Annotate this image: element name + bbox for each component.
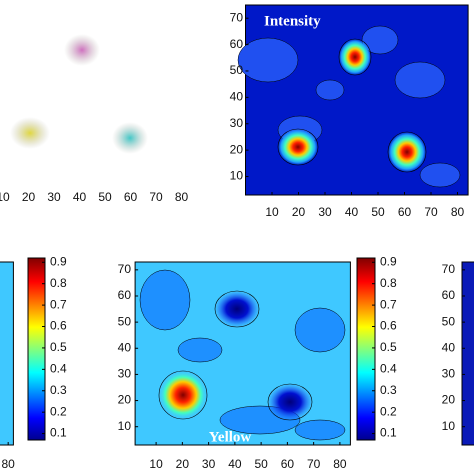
hot-spot (158, 370, 208, 420)
contour-patch (361, 25, 399, 55)
x-tick-label: 10 (149, 457, 163, 471)
contour-patch (294, 307, 346, 353)
x-tick-label: 80 (1, 457, 15, 471)
x-tick-label: 80 (333, 457, 347, 471)
y-tick-label: 30 (230, 116, 244, 130)
y-tick-label: 10 (230, 169, 244, 183)
y-tick-label: 60 (230, 37, 244, 51)
colorbar-tick-label: 0.3 (380, 383, 397, 397)
x-tick-label: 70 (307, 457, 321, 471)
colorbar-tick-label: 0.2 (50, 404, 67, 418)
x-tick-label: 60 (124, 190, 138, 204)
x-tick-label: 80 (175, 190, 189, 204)
contour-patch (419, 162, 461, 188)
y-tick-label: 60 (118, 288, 132, 302)
y-tick-label: 60 (442, 288, 456, 302)
contour-patch (139, 269, 191, 331)
x-tick-label: 10 (0, 190, 10, 204)
hot-spot (277, 128, 319, 166)
x-tick-label: 60 (281, 457, 295, 471)
contour-patch (394, 61, 446, 99)
colorbar-tick-label: 0.8 (50, 276, 67, 290)
colorbar-tick-label: 0.3 (50, 383, 67, 397)
x-tick-label: 30 (47, 190, 61, 204)
colorbar-tick-label: 0.7 (380, 297, 397, 311)
x-tick-label: 70 (149, 190, 163, 204)
contour-bg (0, 261, 14, 446)
x-tick-label: 50 (371, 205, 385, 219)
colorbar-tick-label: 0.8 (380, 276, 397, 290)
y-tick-label: 30 (118, 367, 132, 381)
colorbar-tick-label: 0.2 (380, 404, 397, 418)
colorbar-tick-label: 0.5 (380, 340, 397, 354)
x-tick-label: 70 (424, 205, 438, 219)
y-tick-label: 70 (442, 262, 456, 276)
contour-patch (237, 37, 299, 83)
contour-bg (245, 4, 469, 196)
colorbar-tick-label: 0.9 (50, 254, 67, 268)
hot-spot (338, 38, 372, 76)
y-tick-label: 20 (118, 393, 132, 407)
x-tick-label: 50 (98, 190, 112, 204)
contour-patch (315, 79, 345, 101)
colorbar-tick-label: 0.7 (50, 297, 67, 311)
y-tick-label: 50 (442, 314, 456, 328)
colorbar-tick-label: 0.4 (380, 362, 397, 376)
yellow-spot (10, 117, 50, 149)
y-tick-label: 20 (230, 142, 244, 156)
colorbar (356, 257, 376, 441)
x-tick-label: 20 (22, 190, 36, 204)
panel-title: Original (2, 13, 56, 29)
y-tick-label: 40 (230, 90, 244, 104)
y-tick-label: 40 (118, 340, 132, 354)
contour-patch (294, 419, 346, 441)
y-tick-label: 50 (230, 63, 244, 77)
panel-title: Intensity (264, 13, 321, 29)
panel-title: Yellow (209, 429, 252, 445)
colorbar-tick-label: 0.1 (50, 426, 67, 440)
x-tick-label: 20 (176, 457, 190, 471)
x-tick-label: 20 (292, 205, 306, 219)
x-tick-label: 30 (318, 205, 332, 219)
y-tick-label: 10 (442, 419, 456, 433)
x-tick-label: 30 (202, 457, 216, 471)
colorbar-tick-label: 0.9 (380, 254, 397, 268)
colorbar-tick-label: 0.6 (50, 319, 67, 333)
colorbar-tick-label: 0.6 (380, 319, 397, 333)
y-tick-label: 10 (118, 419, 132, 433)
x-tick-label: 10 (265, 205, 279, 219)
x-tick-label: 80 (451, 205, 465, 219)
cold-spot (267, 383, 313, 421)
x-tick-label: 60 (398, 205, 412, 219)
y-tick-label: 40 (442, 340, 456, 354)
y-tick-label: 20 (442, 393, 456, 407)
x-tick-label: 40 (73, 190, 87, 204)
magenta-spot (64, 34, 100, 66)
colorbar-tick-label: 0.4 (50, 362, 67, 376)
contour-bg (461, 261, 474, 446)
y-tick-label: 70 (118, 262, 132, 276)
y-tick-label: 70 (230, 10, 244, 24)
hot-spot (387, 131, 427, 173)
colorbar-tick-label: 0.1 (380, 426, 397, 440)
contour-patch (177, 337, 223, 363)
x-tick-label: 40 (228, 457, 242, 471)
cold-spot (214, 290, 260, 328)
cyan-spot (112, 122, 148, 154)
colorbar (27, 257, 46, 441)
colorbar-tick-label: 0.5 (50, 340, 67, 354)
y-tick-label: 50 (118, 314, 132, 328)
x-tick-label: 40 (345, 205, 359, 219)
x-tick-label: 50 (254, 457, 268, 471)
y-tick-label: 30 (442, 367, 456, 381)
